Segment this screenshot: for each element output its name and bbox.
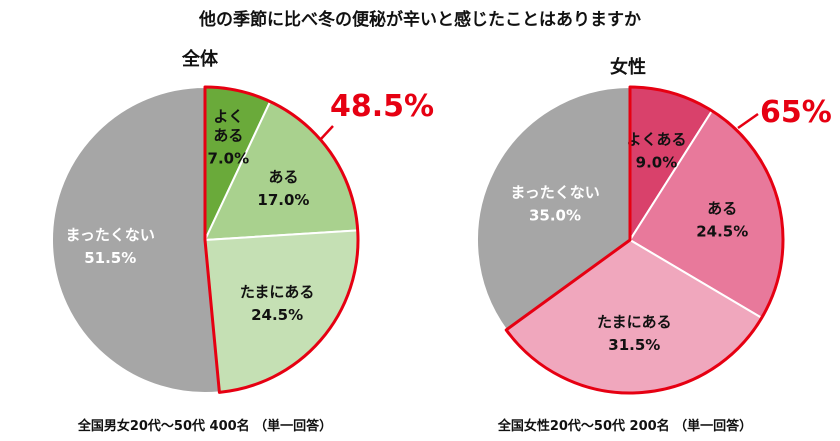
slice-label: ある [268,168,298,186]
slice-value: 24.5% [251,306,303,324]
pie-title-female: 女性 [610,56,646,78]
slice-label: まったくない [66,226,155,244]
highlight-total-overall: 48.5% [330,89,434,124]
pie-female-slices [476,85,784,394]
slice-label: まったくない [510,183,599,201]
pie-chart-female: 女性 よくある9.0%ある24.5%たまにある31.5%まったくない35.0% … [476,56,832,434]
highlight-total-female: 65% [760,95,832,130]
pie-slice [51,85,221,394]
slice-value: 17.0% [257,191,309,209]
slice-value: 51.5% [84,249,136,267]
slice-value: 31.5% [608,336,660,354]
pie-chart-overall: 全体 よくある7.0%ある17.0%たまにある24.5%まったくない51.5% … [51,48,434,434]
slice-label: たまにある [240,283,315,301]
slice-label: たまにある [597,313,672,331]
pie-female-labels: よくある 9.0% ある 24.5% たまにある 31.5% まったくない 35.0% [504,85,785,395]
slice-value: 7.0% [208,149,250,167]
highlight-outline [203,85,360,394]
pie-title-overall: 全体 [181,48,219,70]
footnote-overall: 全国男女20代～50代 400名 （単一回答） [77,418,332,434]
slice-label: よくある [626,130,686,148]
slice-label: ある [213,126,243,144]
slice-value: 9.0% [636,153,678,171]
slice-value: 35.0% [529,206,581,224]
footnote-female: 全国女性20代～50代 200名 （単一回答） [497,418,752,434]
slice-label: よく [213,107,243,125]
highlight-outline [504,85,785,395]
slice-value: 24.5% [696,222,748,240]
pie-slice [476,85,631,332]
slice-label: ある [707,199,737,217]
highlight-callout-line-female [737,112,759,130]
chart-main-title: 他の季節に比べ冬の便秘が辛いと感じたことはありますか [198,9,641,30]
highlight-callout-line-overall [319,125,334,141]
pie-overall-slices [51,85,359,394]
